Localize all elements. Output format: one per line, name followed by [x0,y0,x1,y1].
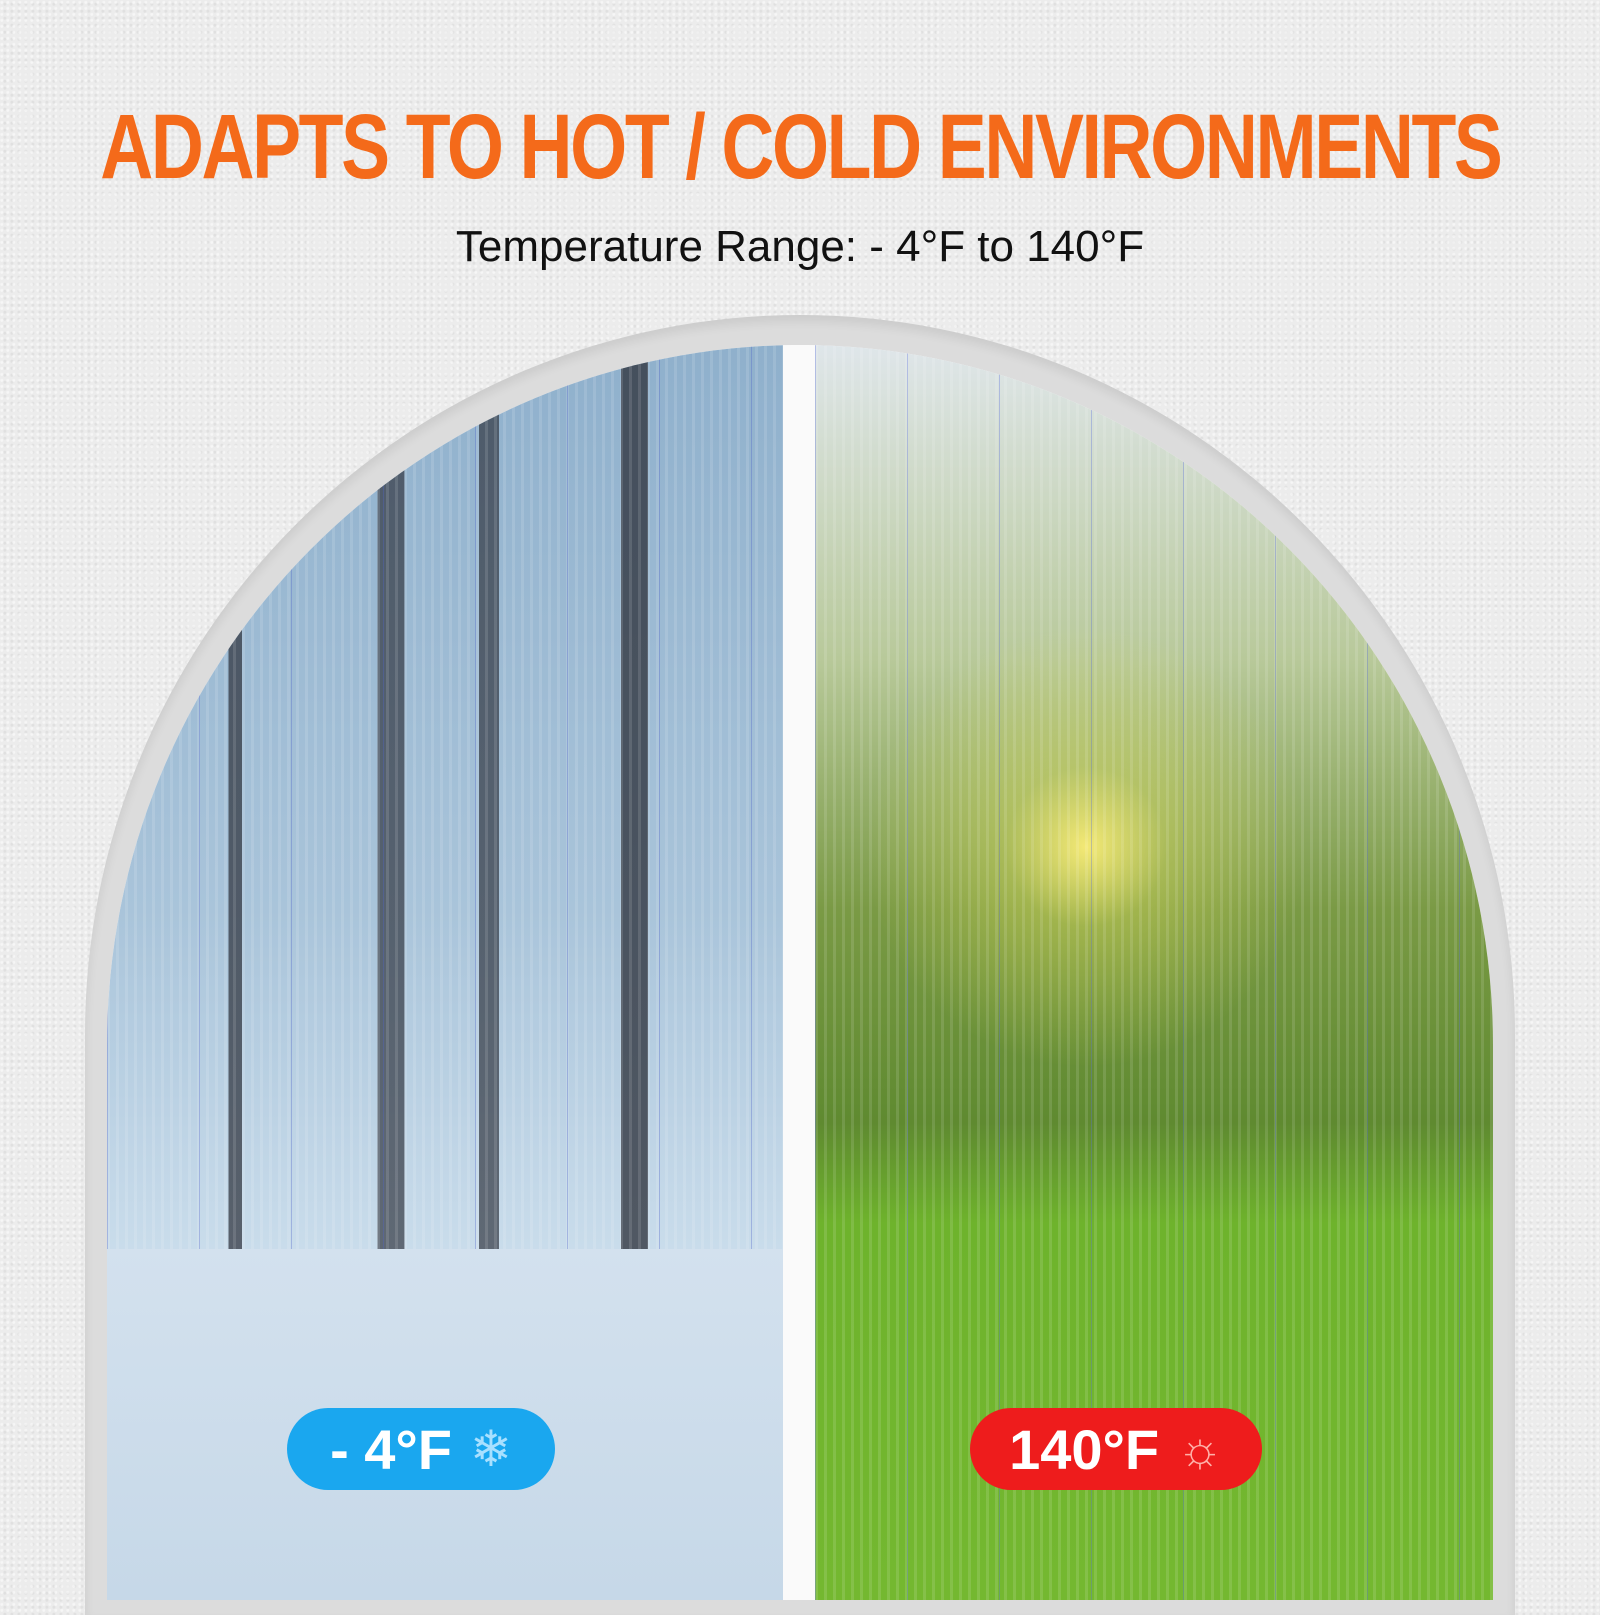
snowflake-icon: ❄ [470,1421,512,1477]
hot-temperature-label: 140°F [1009,1417,1160,1481]
summer-scene-curtain-panel [815,345,1493,1600]
cold-temperature-badge: - 4°F ❄ [287,1408,555,1490]
temperature-range-subtitle: Temperature Range: - 4°F to 140°F [455,222,1145,271]
winter-scene-curtain-panel [107,345,783,1600]
arch-door-opening [107,345,1493,1600]
page-title: ADAPTS TO HOT / COLD ENVIRONMENTS [99,96,1503,198]
cold-temperature-label: - 4°F [330,1417,453,1481]
curtain-gap [783,345,815,1600]
title-container: ADAPTS TO HOT / COLD ENVIRONMENTS [0,92,1600,202]
hot-temperature-badge: 140°F ☼ [970,1408,1262,1490]
sun-icon: ☼ [1177,1421,1223,1477]
